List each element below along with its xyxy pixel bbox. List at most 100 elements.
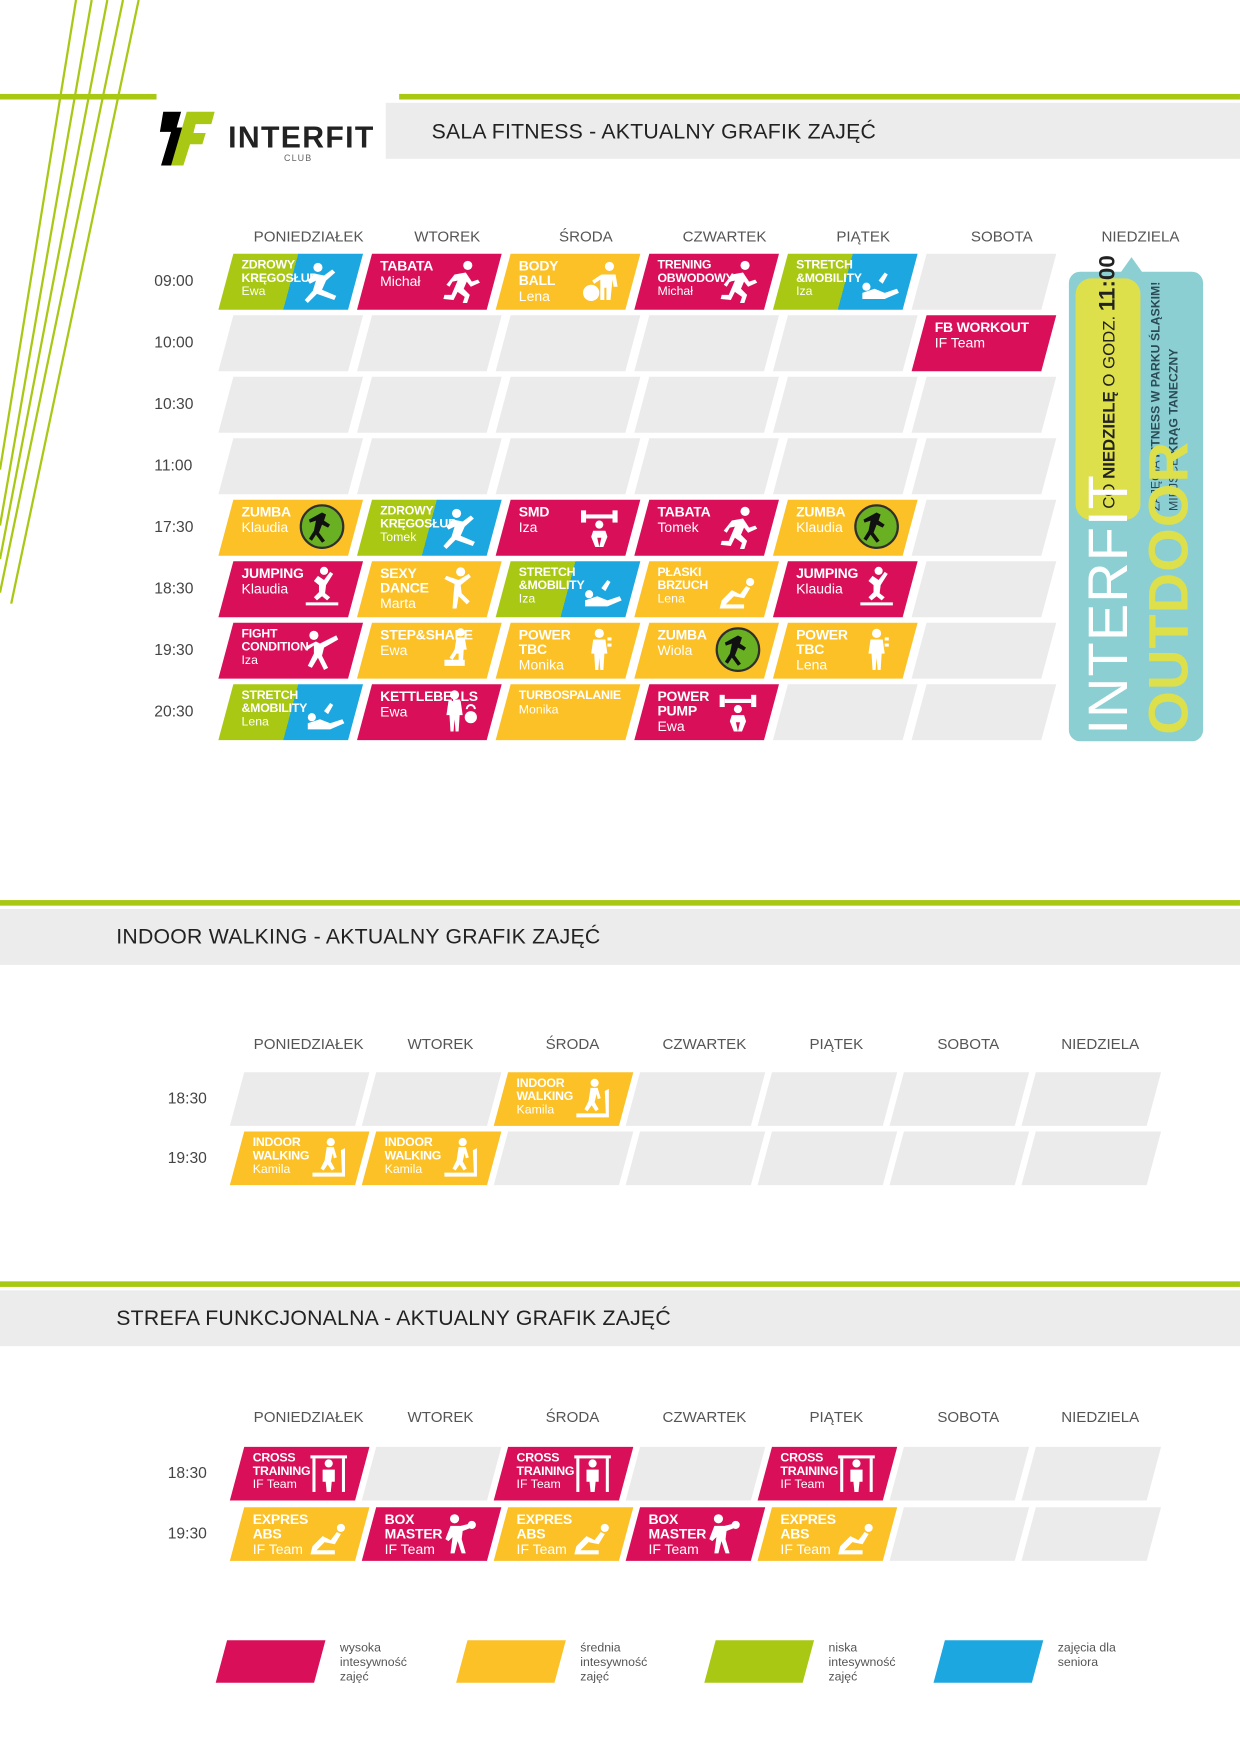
class-trainer: Ewa	[380, 643, 408, 659]
class-info: ZDROWY KRĘGOSŁUP Tomek	[380, 504, 457, 545]
class-trainer: Tomek	[380, 531, 417, 545]
empty-slot	[889, 1072, 1030, 1126]
class-name: BODY BALL	[518, 258, 559, 289]
class-name: SMD	[518, 504, 550, 520]
day-header-5: SOBOTA	[937, 1035, 1000, 1053]
class-trainer: Klaudia	[241, 520, 289, 536]
class-info: STRETCH &MOBILITY Lena	[241, 688, 308, 730]
time-label: 19:30	[154, 640, 194, 659]
day-header-2: ŚRODA	[545, 1035, 600, 1053]
time-label: 18:30	[167, 1463, 207, 1482]
class-info: BOX MASTER IF Team	[385, 1512, 443, 1558]
class-info: PŁASKI BRZUCH Lena	[657, 566, 717, 607]
class-trainer: Klaudia	[241, 581, 289, 598]
time-label: 11:00	[154, 456, 193, 475]
class-trainer: Monika	[518, 657, 564, 674]
running-icon	[720, 260, 758, 304]
empty-slot	[889, 1131, 1030, 1186]
time-label: 09:00	[154, 271, 194, 290]
empty-slot	[911, 376, 1057, 433]
class-trainer: Ewa	[657, 719, 685, 735]
class-trainer: Kamila	[252, 1162, 291, 1177]
empty-slot	[911, 684, 1057, 741]
day-header-0: PONIEDZIAŁEK	[253, 228, 364, 245]
empty-slot	[634, 376, 779, 433]
cross-training-icon	[574, 1455, 611, 1492]
class-trainer: Klaudia	[796, 581, 843, 598]
class-trainer: Lena	[796, 657, 828, 674]
functional-green-line	[0, 1281, 1240, 1287]
class-name: TRENING OBWODOWY	[657, 258, 734, 285]
empty-slot	[495, 376, 641, 433]
barbell-icon	[581, 510, 618, 547]
empty-slot	[361, 1072, 502, 1126]
class-info: SMD Iza	[518, 504, 550, 536]
treadmill-icon	[444, 1138, 477, 1177]
class-slot: CROSS TRAINING IF Team	[229, 1446, 370, 1501]
empty-slot	[634, 438, 779, 495]
jumping-icon	[305, 566, 339, 606]
class-name: STRETCH &MOBILITY	[796, 258, 862, 285]
class-info: INDOOR WALKING Kamila	[252, 1136, 310, 1177]
day-header-1: WTOREK	[414, 228, 481, 245]
class-name: CROSS TRAINING	[780, 1451, 839, 1478]
class-name: BOX MASTER	[648, 1511, 707, 1542]
class-trainer: IF Team	[648, 1542, 699, 1558]
class-slot: BOX MASTER IF Team	[361, 1507, 502, 1561]
class-name: POWER PUMP	[657, 688, 710, 720]
class-info: EXPRES ABS IF Team	[252, 1511, 309, 1558]
day-header-0: PONIEDZIAŁEK	[253, 1408, 364, 1426]
body-ball-icon	[583, 261, 618, 301]
class-slot: STRETCH &MOBILITY Lena	[218, 684, 364, 741]
empty-slot	[772, 684, 918, 741]
cross-training-icon	[310, 1455, 348, 1492]
class-name: INDOOR WALKING	[516, 1076, 574, 1104]
zumba-icon	[715, 627, 761, 672]
class-name: STRETCH &MOBILITY	[518, 565, 585, 593]
class-name: KETTLEBELLS	[380, 688, 478, 705]
class-info: CROSS TRAINING IF Team	[253, 1451, 311, 1492]
class-name: SEXY DANCE	[380, 565, 429, 597]
class-slot: FB WORKOUT IF Team	[911, 315, 1057, 372]
brand-logo-text: INTERFIT	[228, 120, 375, 155]
class-info: ZDROWY KRĘGOSŁUP Ewa	[242, 258, 318, 299]
empty-slot	[495, 438, 641, 495]
legend-label-low: niska intesywność zajęć	[828, 1641, 896, 1685]
outdoor-title-interfit: INTERFIT	[1076, 474, 1140, 735]
day-header-0: PONIEDZIAŁEK	[253, 1035, 364, 1053]
outdoor-banner: CO NIEDZIELĘ O GODZ. 11:00 ZAJĘCIA FITNE…	[1068, 255, 1204, 742]
empty-slot	[757, 1131, 898, 1186]
class-info: BOX MASTER IF Team	[648, 1511, 707, 1558]
class-trainer: Iza	[241, 654, 258, 668]
class-info: FIGHT CONDITION Iza	[241, 627, 309, 668]
class-info: EXPRES ABS IF Team	[517, 1512, 573, 1558]
empty-slot	[493, 1131, 634, 1186]
class-slot: PŁASKI BRZUCH Lena	[634, 561, 779, 618]
class-slot: INDOOR WALKING Kamila	[229, 1131, 370, 1186]
outdoor-yellow-callout	[1075, 278, 1141, 520]
class-name: STRETCH &MOBILITY	[241, 688, 308, 716]
class-name: STEP&SHAPE	[380, 627, 473, 643]
class-slot: POWER TBC Lena	[772, 622, 918, 679]
class-name: ZDROWY KRĘGOSŁUP	[380, 504, 457, 531]
empty-slot	[625, 1131, 766, 1186]
legend-swatch-medium	[456, 1640, 566, 1683]
header-green-line-left	[0, 93, 157, 100]
class-trainer: Kamila	[516, 1103, 555, 1118]
class-trainer: Iza	[518, 520, 538, 536]
class-trainer: Monika	[518, 702, 559, 717]
class-slot: TRENING OBWODOWY Michał	[634, 253, 779, 310]
class-info: ZUMBA Klaudia	[796, 504, 845, 535]
time-label: 10:00	[154, 333, 194, 352]
crunch-icon	[310, 1523, 345, 1555]
class-slot: INDOOR WALKING Kamila	[493, 1072, 634, 1126]
outdoor-line1: CO NIEDZIELĘ O GODZ. 11:00	[1095, 255, 1121, 509]
legend-swatch-high	[215, 1640, 326, 1683]
class-info: POWER PUMP Ewa	[657, 688, 717, 735]
empty-slot	[889, 1446, 1030, 1501]
functional-section-title: STREFA FUNKCJONALNA - AKTUALNY GRAFIK ZA…	[116, 1307, 671, 1331]
class-slot: STRETCH &MOBILITY Iza	[772, 253, 918, 310]
class-name: EXPRES ABS	[252, 1511, 309, 1542]
class-name: INDOOR WALKING	[384, 1135, 442, 1163]
legend-label-high: wysoka intesywność zajęć	[339, 1641, 407, 1685]
